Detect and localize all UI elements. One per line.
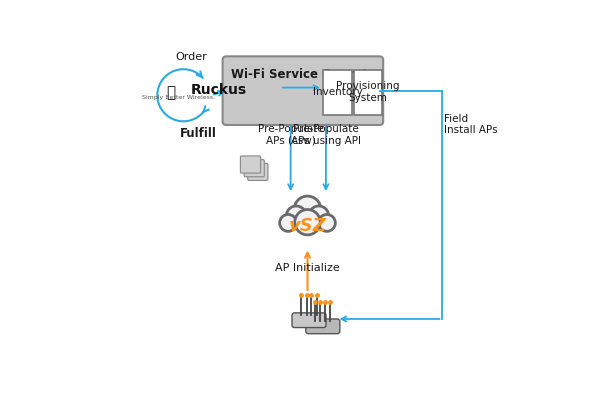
FancyBboxPatch shape	[248, 163, 268, 180]
Text: Pre-Populate
APs using API: Pre-Populate APs using API	[291, 124, 361, 146]
Circle shape	[309, 206, 329, 226]
Text: Inventory: Inventory	[313, 87, 362, 97]
Circle shape	[319, 215, 335, 231]
Circle shape	[294, 196, 321, 223]
FancyBboxPatch shape	[306, 319, 340, 334]
Text: vSZ: vSZ	[289, 217, 326, 234]
Text: Ruckus: Ruckus	[191, 83, 247, 97]
FancyBboxPatch shape	[323, 70, 352, 115]
Text: Fulfill: Fulfill	[180, 127, 217, 140]
Text: 🦌: 🦌	[167, 85, 176, 100]
Text: Wi-Fi Service Operator: Wi-Fi Service Operator	[231, 68, 382, 81]
Text: Order: Order	[175, 52, 207, 62]
FancyBboxPatch shape	[223, 57, 383, 125]
Circle shape	[295, 209, 320, 235]
Text: Pre-Populate
APs (csw): Pre-Populate APs (csw)	[258, 124, 323, 146]
Circle shape	[280, 215, 296, 231]
Circle shape	[286, 206, 306, 226]
FancyBboxPatch shape	[354, 70, 382, 115]
Text: Simply Better Wireless.: Simply Better Wireless.	[142, 95, 215, 100]
Text: AP Initialize: AP Initialize	[275, 263, 340, 273]
FancyBboxPatch shape	[292, 313, 326, 328]
FancyBboxPatch shape	[241, 156, 260, 173]
Text: Field
Install APs: Field Install APs	[444, 113, 497, 135]
FancyBboxPatch shape	[244, 160, 264, 177]
Text: Provisioning
System: Provisioning System	[336, 82, 400, 103]
